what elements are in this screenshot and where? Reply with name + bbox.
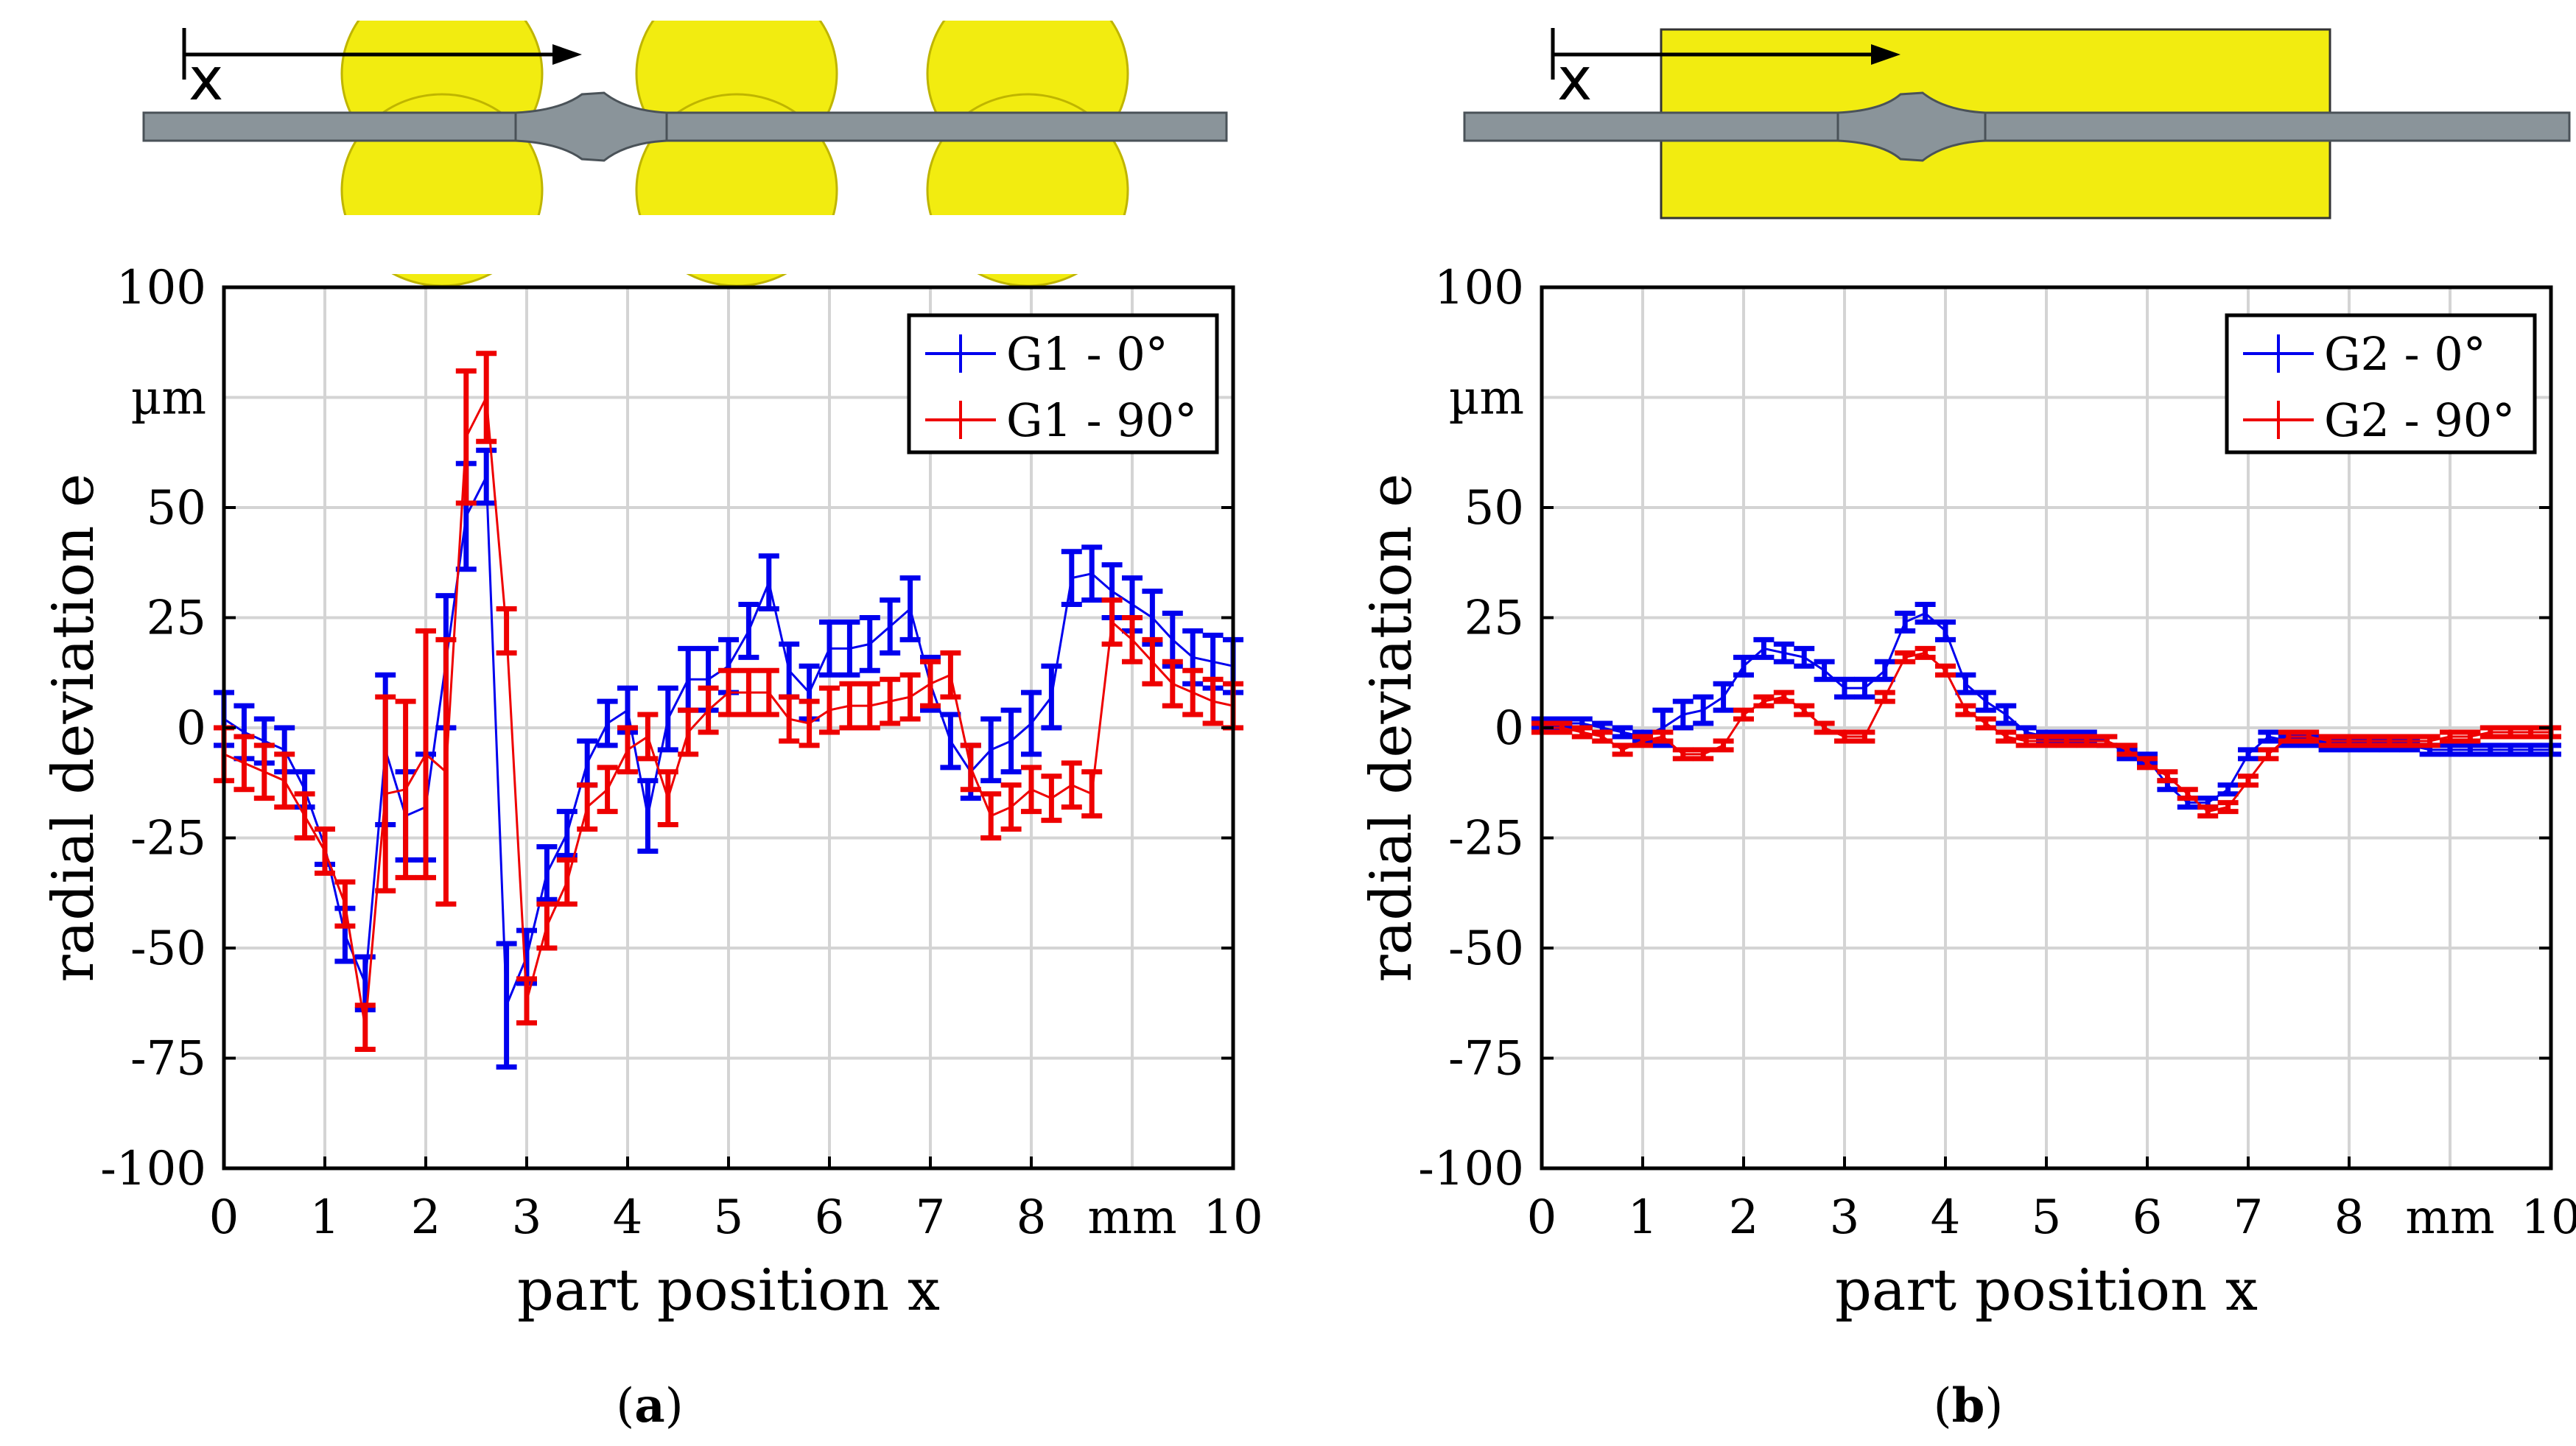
- y-tick-label: -100: [100, 1142, 206, 1196]
- series-a-1: [214, 351, 1243, 1053]
- y-tick-label: 25: [147, 592, 206, 646]
- rod-bulge: [514, 91, 668, 162]
- legend-label: G2 - 0°: [2324, 327, 2486, 381]
- caption-close: ): [665, 1379, 684, 1433]
- x-tick-label: 8: [1017, 1190, 1047, 1245]
- x-tick-label: 3: [1830, 1190, 1860, 1245]
- legend-a: G1 - 0° G1 - 90°: [907, 313, 1219, 454]
- x-tick-label: 8: [2334, 1190, 2365, 1245]
- diagram-mask-top: [0, 0, 1311, 21]
- diagram-mask-bottom: [0, 215, 1311, 274]
- y-tick-label: -75: [1448, 1032, 1524, 1087]
- x-tick-label: 4: [613, 1190, 643, 1245]
- x-tick-label: 0: [209, 1190, 239, 1245]
- x-tick-label: 3: [512, 1190, 542, 1245]
- y-tick-label: 0: [1494, 701, 1524, 756]
- figure-caption-b: (b): [1934, 1378, 2004, 1433]
- legend-b: G2 - 0° G2 - 90°: [2225, 313, 2537, 454]
- y-tick-label: -50: [130, 922, 206, 976]
- y-tick-label: 0: [176, 701, 206, 756]
- x-tick-label: 7: [2233, 1190, 2264, 1245]
- y-tick-label: 25: [1464, 592, 1524, 646]
- y-tick-label: 100: [116, 261, 206, 315]
- x-unit-label: mm: [2405, 1190, 2494, 1245]
- x-tick-label: 6: [815, 1190, 845, 1245]
- x-unit-label: mm: [1087, 1190, 1176, 1245]
- x-tick-label: 5: [2032, 1190, 2062, 1245]
- y-unit-label: µm: [1449, 371, 1524, 426]
- x-arrow-head: [1871, 44, 1901, 65]
- x-tick-label: 1: [1628, 1190, 1658, 1245]
- x-arrow-label: x: [1557, 45, 1592, 113]
- series-b-1: [1531, 645, 2561, 819]
- y-axis-label: radial deviation e: [1358, 474, 1425, 983]
- x-tick-label: 2: [411, 1190, 441, 1245]
- y-tick-label: 100: [1434, 261, 1524, 315]
- y-tick-label: -50: [1448, 922, 1524, 976]
- caption-open: (: [1934, 1379, 1952, 1433]
- x-axis-label: part position x: [1835, 1257, 2258, 1324]
- diagram-b: x: [1463, 28, 2571, 220]
- grid-a: [222, 286, 1235, 1170]
- y-tick-label: -25: [1448, 812, 1524, 866]
- x-tick-label: 4: [1931, 1190, 1961, 1245]
- x-tick-label: 10: [2521, 1190, 2576, 1245]
- diagram-a: x: [0, 0, 1311, 287]
- rod: [1463, 111, 2571, 142]
- y-tick-label: 50: [147, 481, 206, 536]
- x-tick-label: 0: [1527, 1190, 1557, 1245]
- y-axis-label: radial deviation e: [41, 474, 107, 983]
- x-tick-label: 6: [2133, 1190, 2163, 1245]
- y-tick-label: 50: [1464, 481, 1524, 536]
- y-tick-label: -100: [1418, 1142, 1524, 1196]
- x-arrow-head: [552, 44, 582, 65]
- x-tick-label: 10: [1203, 1190, 1263, 1245]
- chart-b: x 100 50 25 0 -25 -50 -75 -100 µm 0 1 2 3 4 5 6 7 8 10 mm par…: [1358, 28, 2576, 1433]
- caption-letter: b: [1952, 1378, 1985, 1433]
- caption-open: (: [616, 1379, 634, 1433]
- x-arrow-label: x: [189, 45, 223, 113]
- x-tick-label: 5: [714, 1190, 744, 1245]
- legend-label: G1 - 0°: [1006, 327, 1168, 381]
- legend-label: G2 - 90°: [2324, 393, 2515, 447]
- y-tick-label: -25: [130, 812, 206, 866]
- x-tick-label: 7: [916, 1190, 946, 1245]
- legend-label: G1 - 90°: [1006, 393, 1197, 447]
- figure-caption-a: (a): [616, 1378, 683, 1433]
- caption-close: ): [1984, 1379, 2003, 1433]
- y-tick-label: -75: [130, 1032, 206, 1087]
- x-tick-label: 2: [1729, 1190, 1759, 1245]
- x-axis-label: part position x: [517, 1257, 940, 1324]
- rod: [142, 111, 1228, 142]
- chart-a: x 100 50 25 0 -25 -50 -75 -100 µm 0 1 2 3 4 5 6 7 8 10 mm par…: [0, 0, 1311, 1433]
- x-tick-label: 1: [310, 1190, 340, 1245]
- y-unit-label: µm: [131, 371, 206, 426]
- rod-bulge: [1836, 91, 1987, 162]
- caption-letter: a: [634, 1378, 664, 1433]
